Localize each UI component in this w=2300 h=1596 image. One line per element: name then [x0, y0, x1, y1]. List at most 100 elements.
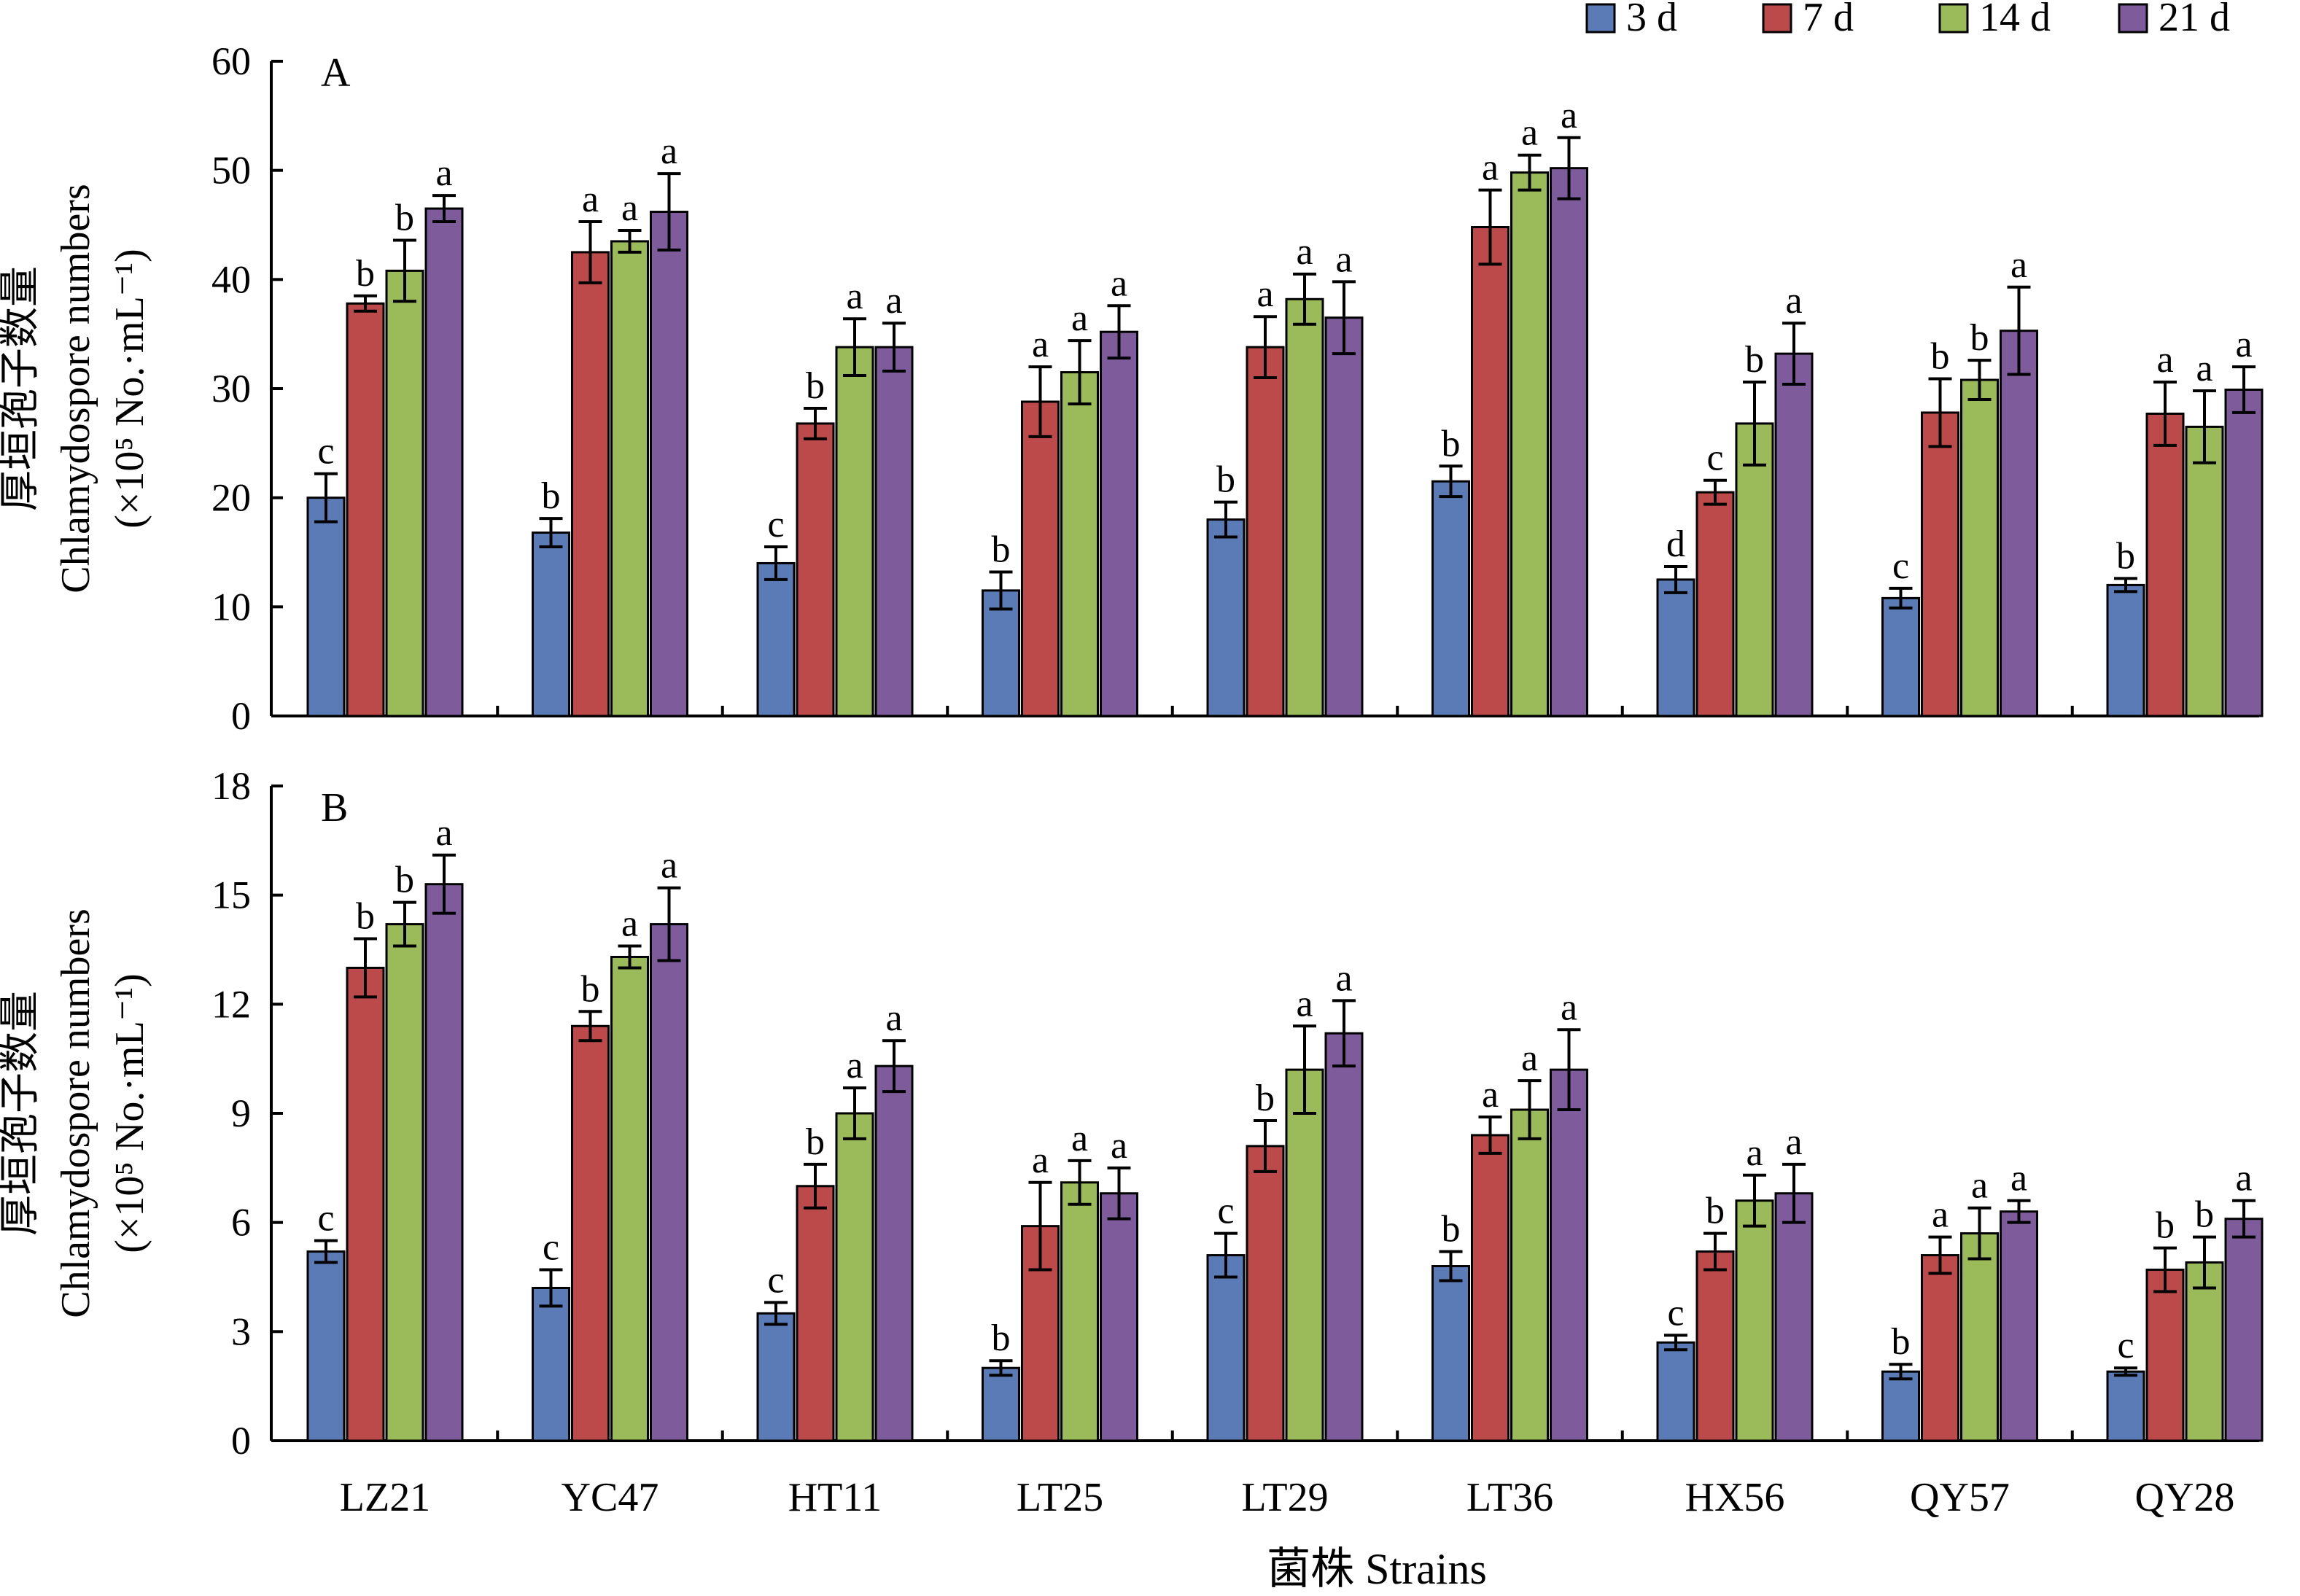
error-bar-HX56-3d [1664, 564, 1687, 594]
error-bar-LT36-7d [1478, 188, 1502, 266]
sig-letter-LT25-3d: b [992, 1317, 1011, 1359]
sig-letter-HT11-21d: a [885, 280, 902, 322]
bar-LZ21-3d [306, 497, 346, 717]
sig-letter-HX56-3d: c [1667, 1292, 1684, 1334]
error-bar-QY57-3d [1889, 1363, 1913, 1381]
sig-letter-HX56-7d: b [1706, 1191, 1725, 1232]
sig-letter-YC47-7d: a [582, 179, 599, 220]
error-bar-YC47-21d [657, 886, 681, 962]
error-bar-LZ21-14d [393, 900, 416, 948]
legend-label-3d: 3 d [1626, 0, 1677, 40]
sig-letter-LZ21-3d: c [317, 1198, 334, 1239]
bar-LT29-7d [1246, 346, 1285, 717]
error-bar-YC47-7d [578, 1010, 602, 1043]
error-bar-LT36-3d [1439, 464, 1463, 499]
error-bar-YC47-3d [539, 1268, 563, 1308]
panel-a-letter: A [321, 50, 351, 96]
error-bar-QY28-14d [2193, 1235, 2216, 1290]
error-bar-LT29-3d [1214, 1231, 1238, 1279]
error-bar-QY28-7d [2153, 381, 2177, 447]
bar-LT25-14d [1060, 371, 1099, 717]
bar-HX56-21d [1774, 352, 1814, 717]
sig-letter-HT11-14d: a [846, 1045, 863, 1086]
error-bar-QY57-14d [1967, 1206, 1992, 1261]
sig-letter-LT25-3d: b [992, 529, 1011, 570]
error-bar-LZ21-3d [314, 1239, 338, 1264]
sig-letter-QY28-14d: a [2196, 348, 2212, 389]
error-bar-LT36-7d [1478, 1115, 1502, 1155]
sig-letter-QY28-7d: a [2156, 339, 2173, 381]
bar-LT29-7d [1246, 1145, 1285, 1442]
bar-YC47-14d [610, 955, 649, 1442]
sig-letter-QY57-21d: a [2010, 1158, 2027, 1199]
error-bar-QY28-21d [2232, 365, 2256, 414]
bar-LZ21-14d [385, 269, 424, 717]
bar-QY28-3d [2106, 1370, 2145, 1442]
bar-QY57-14d [1960, 1232, 1999, 1442]
strain-label-LZ21: LZ21 [340, 1475, 430, 1520]
error-bar-LT29-21d [1332, 999, 1356, 1068]
y-tick-label-9: 9 [231, 1091, 251, 1135]
sig-letter-HX56-14d: a [1746, 1132, 1763, 1174]
legend: 3 d 7 d 14 d 21 d [1585, 0, 2230, 40]
bar-LZ21-3d [306, 1250, 346, 1442]
sig-letter-YC47-3d: b [542, 475, 561, 517]
sig-letter-LT29-3d: c [1217, 1191, 1234, 1232]
strain-label-HX56: HX56 [1685, 1475, 1785, 1520]
error-bar-QY57-7d [1928, 377, 1952, 448]
error-bar-LT36-21d [1557, 136, 1581, 201]
bar-LT36-3d [1431, 1265, 1470, 1442]
bar-YC47-7d [571, 1024, 610, 1442]
strain-label-LT25: LT25 [1017, 1475, 1103, 1520]
sig-letter-LT25-21d: a [1111, 262, 1127, 304]
error-bar-LZ21-7d [354, 937, 377, 999]
y-tick-label-0: 0 [231, 1419, 251, 1463]
bar-LT36-21d [1550, 1068, 1588, 1442]
error-bar-LT25-7d [1028, 1180, 1052, 1272]
bar-HX56-3d [1656, 1341, 1695, 1442]
y-tick-label-10: 10 [211, 585, 251, 628]
sig-letter-LT29-14d: a [1296, 231, 1313, 273]
sig-letter-LT36-21d: a [1561, 95, 1577, 136]
error-bar-QY28-7d [2153, 1246, 2177, 1293]
bar-LZ21-14d [385, 923, 424, 1442]
sig-letter-YC47-21d: a [661, 131, 677, 172]
bar-LT36-3d [1431, 480, 1470, 717]
sig-letter-HX56-14d: b [1745, 339, 1764, 381]
y-tick-label-20: 20 [211, 476, 251, 520]
sig-letter-QY28-21d: a [2235, 324, 2252, 365]
bar-HT11-14d [835, 346, 874, 717]
error-bar-LZ21-21d [432, 853, 456, 915]
sig-letter-QY57-3d: b [1892, 1321, 1911, 1363]
sig-letter-LZ21-14d: b [395, 860, 414, 901]
error-bar-LT25-21d [1107, 1166, 1131, 1221]
legend-label-14d: 14 d [1979, 0, 2051, 40]
bar-HT11-14d [835, 1112, 874, 1442]
sig-letter-LT29-21d: a [1335, 957, 1352, 999]
bar-LT25-21d [1100, 1192, 1138, 1442]
sig-letter-LZ21-3d: c [317, 431, 334, 472]
strain-label-QY57: QY57 [1910, 1475, 2010, 1520]
bar-LT29-14d [1285, 1068, 1324, 1442]
error-bar-HX56-14d [1743, 381, 1766, 467]
bar-HT11-3d [756, 561, 796, 717]
panel-b-yticks: 0 3 6 9 12 15 18 [211, 764, 2074, 1463]
sig-letter-LT25-21d: a [1111, 1125, 1127, 1167]
bar-LT29-14d [1285, 297, 1324, 717]
error-bar-LT29-7d [1254, 1118, 1277, 1173]
sig-letter-LT25-7d: a [1032, 324, 1049, 365]
y-tick-label-40: 40 [211, 257, 251, 301]
y-tick-label-30: 30 [211, 367, 251, 410]
bar-LT36-14d [1510, 1108, 1549, 1442]
error-bar-QY57-21d [2007, 1199, 2031, 1224]
error-bar-YC47-7d [578, 220, 602, 284]
sig-letter-QY28-14d: b [2195, 1194, 2214, 1236]
bar-LT25-3d [982, 1366, 1020, 1442]
sig-letter-LZ21-14d: b [395, 197, 414, 238]
bar-YC47-21d [650, 211, 688, 717]
bar-QY28-7d [2145, 1269, 2185, 1442]
bar-LT36-7d [1471, 1134, 1510, 1442]
y-tick-label-12: 12 [211, 982, 251, 1026]
bar-HX56-3d [1656, 578, 1695, 717]
